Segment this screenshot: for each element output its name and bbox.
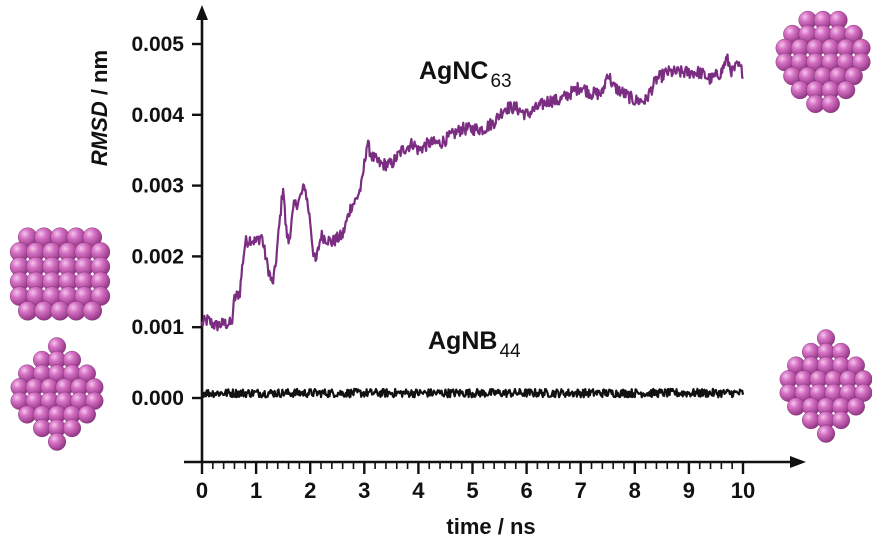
agnc63-initial-cluster-image (9, 227, 111, 321)
agnc63-final-cluster-image (775, 10, 871, 114)
series-line-agnc63 (200, 53, 744, 332)
series-label-agnb44: AgNB 44 (428, 327, 521, 362)
series-label-agnc63-main: AgNC (419, 57, 488, 85)
y-tick-label: 0.003 (131, 175, 184, 198)
y-tick-label: 0.002 (131, 245, 184, 268)
x-tick-label: 5 (466, 478, 478, 503)
y-axis-title-unit: / nm (87, 50, 112, 101)
x-tick-label: 9 (683, 478, 695, 503)
x-axis-title: time / ns (446, 514, 535, 539)
x-tick-label: 6 (520, 478, 532, 503)
series-layer (200, 53, 745, 399)
atom-sphere (832, 411, 851, 430)
series-label-agnb44-main: AgNB (428, 327, 497, 355)
axes (184, 5, 806, 468)
x-ticks: 0 1 2 3 4 5 6 7 8 9 10 (196, 462, 755, 503)
atom-sphere (63, 419, 82, 438)
x-tick-label: 8 (629, 478, 641, 503)
x-axis-arrow (790, 456, 806, 468)
y-axis-title: RMSD / nm (87, 50, 112, 166)
x-tick-label: 3 (358, 478, 370, 503)
series-label-agnb44-sub: 44 (499, 341, 521, 362)
atom-sphere (48, 432, 67, 451)
atom-sphere (82, 301, 103, 321)
x-tick-label: 0 (196, 478, 208, 503)
y-tick-label: 0.001 (131, 316, 184, 339)
x-tick-label: 1 (250, 478, 262, 503)
y-tick-label: 0.005 (131, 33, 184, 56)
atom-sphere (821, 94, 840, 114)
y-tick-label: 0.004 (131, 104, 184, 127)
agnb44-final-cluster-image (779, 329, 872, 443)
x-tick-label: 2 (304, 478, 316, 503)
y-axis-title-italic: RMSD (87, 101, 112, 166)
x-tick-label: 7 (575, 478, 587, 503)
series-line-agnb44 (201, 387, 745, 399)
agnb44-initial-cluster-image (10, 337, 104, 451)
series-label-agnc63: AgNC 63 (419, 57, 512, 92)
atom-sphere (817, 424, 836, 443)
atom-sphere (846, 397, 865, 416)
atom-sphere (836, 80, 856, 100)
x-tick-label: 4 (412, 478, 425, 503)
y-axis-arrow (196, 5, 208, 20)
x-tick-label: 10 (731, 478, 755, 503)
series-label-agnc63-sub: 63 (490, 71, 511, 92)
y-tick-label: 0.000 (131, 387, 184, 410)
y-ticks: 0.000 0.001 0.002 0.003 0.004 0.005 (131, 33, 202, 410)
atom-sphere (77, 405, 96, 424)
